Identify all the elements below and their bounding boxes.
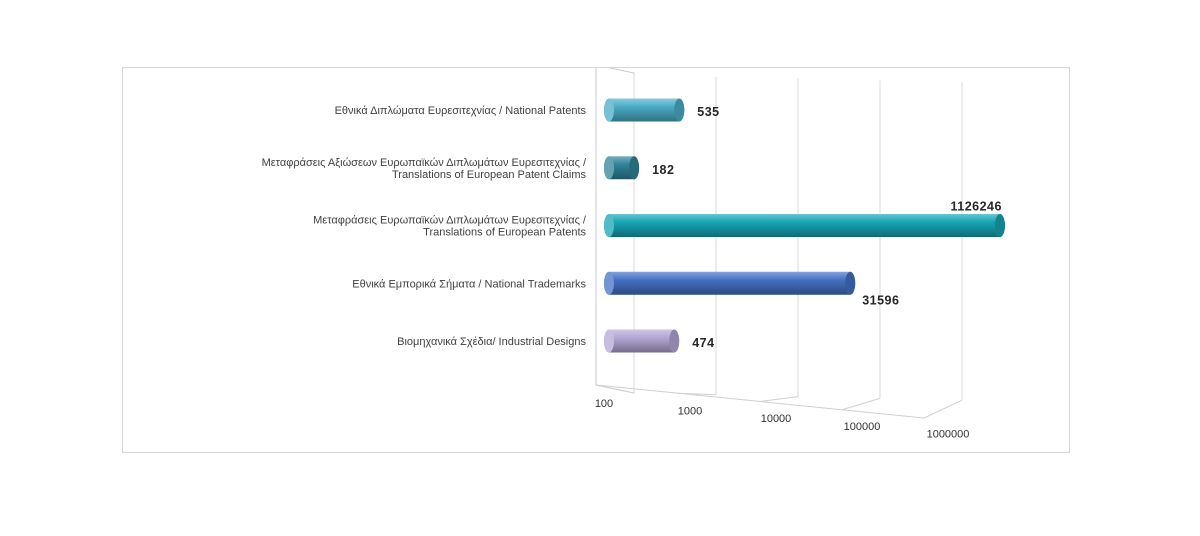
bar-body (604, 329, 680, 353)
bar (604, 329, 680, 353)
bar (604, 156, 640, 180)
bar-body (604, 98, 685, 122)
bar (604, 271, 856, 295)
bar-cap-end (629, 156, 640, 180)
bar-cap-start (604, 271, 614, 295)
bar-cap-start (604, 214, 614, 237)
bar-cap-end (994, 214, 1005, 237)
x-tick-label: 100000 (844, 421, 881, 433)
floor-line (923, 399, 963, 419)
bar-cap-start (604, 329, 614, 353)
floor-line (595, 384, 635, 394)
bar-body (604, 271, 856, 295)
x-tick-label: 100 (595, 398, 613, 410)
category-label: Εθνικά Διπλώματα Ευρεσιτεχνίας / Nationa… (335, 105, 587, 117)
bar-cap-end (845, 271, 856, 295)
data-label: 1126246 (950, 200, 1001, 214)
bar-body (604, 214, 1005, 237)
bar (604, 98, 685, 122)
bar-cap-end (674, 98, 685, 122)
x-tick-label: 1000 (678, 406, 702, 418)
data-label: 31596 (862, 293, 899, 307)
chart-frame: Εθνικά Διπλώματα Ευρεσιτεχνίας / Nationa… (122, 67, 1070, 453)
data-label: 182 (652, 163, 674, 177)
category-label: Μεταφράσεις Ευρωπαϊκών Διπλωμάτων Ευρεσι… (313, 215, 587, 227)
floor-front-edge (595, 384, 925, 419)
category-label: Μεταφράσεις Αξιώσεων Ευρωπαϊκών Διπλωμάτ… (262, 157, 587, 169)
bar (604, 214, 1005, 237)
bar-cap-start (604, 98, 614, 122)
floor-line (841, 397, 881, 411)
category-label: Translations of European Patent Claims (392, 169, 587, 181)
bar-cap-start (604, 156, 614, 180)
bar-cap-end (669, 329, 680, 353)
x-tick-label: 10000 (761, 413, 792, 425)
category-label: Βιομηχανικά Σχέδια/ Industrial Designs (397, 336, 586, 348)
data-label: 535 (697, 105, 719, 119)
data-label: 474 (692, 336, 714, 350)
chart-plot: Εθνικά Διπλώματα Ευρεσιτεχνίας / Nationa… (262, 68, 1005, 440)
floor-line (759, 396, 799, 402)
category-label: Εθνικά Εμπορικά Σήματα / National Tradem… (352, 278, 586, 290)
category-label: Translations of European Patents (423, 227, 586, 239)
x-tick-label: 1000000 (927, 428, 970, 440)
